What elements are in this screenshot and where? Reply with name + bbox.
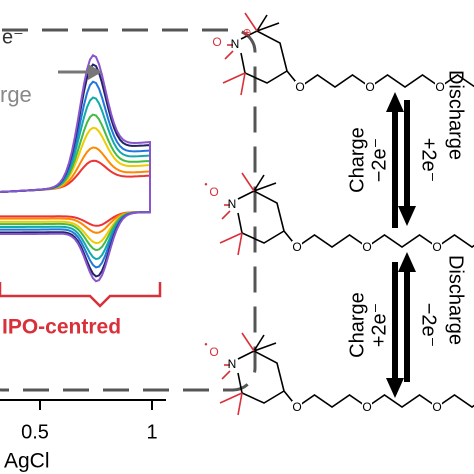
atom-bg [292,241,302,253]
bond [237,190,285,232]
atom-bg [362,241,372,253]
atom-bg [435,81,445,93]
legend-word: rge [0,82,32,107]
bond [253,342,277,352]
molecule: NO•O O O [204,172,474,256]
bond [256,14,268,32]
x-tick-label: 1 [146,421,157,443]
cv-curves [0,53,151,283]
bond [219,232,243,244]
bracket-label: IPO-centred [2,316,121,339]
step-label: Charge [346,127,368,193]
arrows [386,92,416,398]
atom: O [209,185,218,199]
atom: O [432,240,441,254]
arrowhead [398,252,416,272]
bond [240,52,288,84]
bond [237,350,285,392]
electron-label: +2e⁻ [368,303,390,347]
bond [237,232,243,256]
bond [221,370,231,380]
atom: O [365,80,374,94]
arrow-shaft [392,110,398,228]
bond [237,212,285,244]
bond [283,230,474,249]
atom-bg [362,401,372,413]
arrowhead [386,92,404,112]
bond [241,332,255,352]
x-tick-label: 0.5 [21,421,49,443]
atom: O [362,240,371,254]
bond [240,30,288,72]
x-axis-label: AgCl [4,450,50,473]
bond [283,390,474,409]
arrow-shaft [392,262,398,382]
bond [219,392,243,404]
bond [224,50,234,60]
atom: O [295,80,304,94]
bond [241,172,255,192]
mark: • [204,339,207,349]
atom-bg [432,241,442,253]
bond [256,22,280,32]
atom: O [292,240,301,254]
atom-bg [292,401,302,413]
mark: ⊕ [242,27,251,39]
mark: • [204,179,207,189]
atom: O [432,400,441,414]
atom-bg [365,81,375,93]
atom: O [435,80,444,94]
atom: O [212,35,221,49]
arrow-shaft [404,270,410,382]
legend-electron: e⁻ [2,26,24,48]
dashed-frame [0,28,257,392]
molecule: NO•O O O [204,332,474,416]
step-label: Discharge [445,255,467,345]
atom: N [228,197,237,211]
electron-label: −2e⁻ [368,138,390,182]
atom: N [231,37,240,51]
bond [237,392,243,416]
step-label: Discharge [445,70,467,160]
arrow-shaft [404,100,410,208]
bond [286,70,474,89]
atom: O [362,400,371,414]
bond [221,210,231,220]
molecule: NO⊕O O O [212,12,474,96]
electron-label: −2e⁻ [418,303,440,347]
bond [244,12,258,32]
bond [253,334,265,352]
bracket [0,282,162,308]
legend-arrowhead [88,64,102,80]
bond [240,72,246,96]
atom: O [292,400,301,414]
cv-panel: e⁻ rge IPO-centred 0.5 1 AgCl [0,26,257,473]
arrowhead [386,378,404,398]
bond [222,72,246,84]
atom-bg [295,81,305,93]
arrowhead [398,206,416,226]
step-label: Charge [346,292,368,358]
atom: N [228,357,237,371]
bond [253,174,265,192]
atom-bg [432,401,442,413]
cv-loop [0,53,151,283]
electron-label: +2e⁻ [418,138,440,182]
bond [253,182,277,192]
bond [237,372,285,404]
atom: O [209,345,218,359]
